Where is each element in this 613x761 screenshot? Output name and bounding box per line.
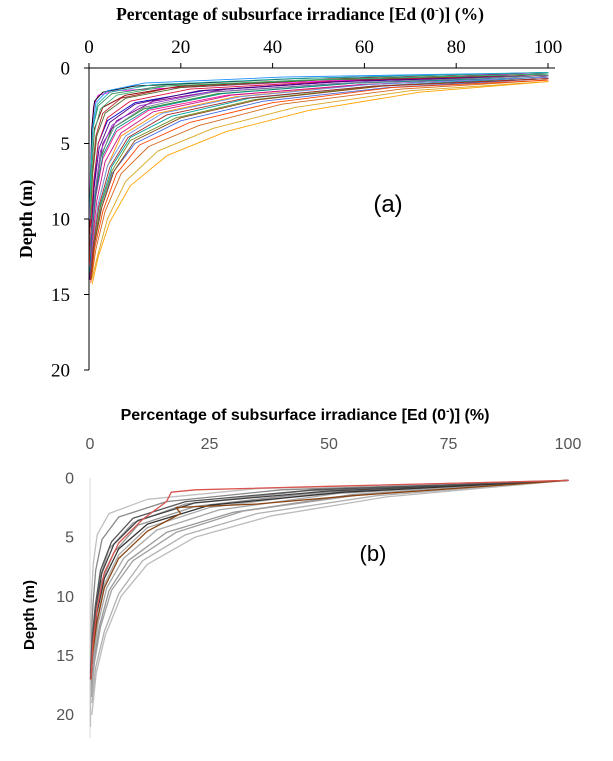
panel-b-series-line-12 <box>90 479 569 680</box>
panel-a-series-line-17 <box>91 81 549 280</box>
panel-a-series-line-7 <box>89 73 549 280</box>
panel-b-series-line-13 <box>89 479 569 674</box>
panel-b-series-line-5 <box>90 479 569 692</box>
panel-b-series-line-7 <box>91 479 569 716</box>
panel-a-series-group <box>89 72 549 285</box>
panel-a-series-line-8 <box>89 76 549 280</box>
panel-a-series-line-5 <box>89 75 549 280</box>
panel-a-series-line-28 <box>89 73 549 217</box>
panel-a-series-line-12 <box>90 79 549 280</box>
panel-a-series-line-21 <box>90 79 549 283</box>
panel-a-series-line-20 <box>89 73 549 220</box>
panel-b-series-line-14 <box>90 479 569 680</box>
panel-a-x-tick-label: 100 <box>534 37 563 58</box>
panel-b-x-tick-label: 100 <box>555 436 582 453</box>
panel-b-y-tick-label: 15 <box>56 648 74 665</box>
panel-a-y-tick-label: 10 <box>51 210 70 231</box>
panel-a-x-tick-label: 80 <box>447 37 466 58</box>
panel-a-series-line-19 <box>89 76 549 273</box>
panel-a-label: (a) <box>373 191 402 218</box>
panel-a-y-tick-label: 20 <box>51 361 70 382</box>
panel-a-x-tick-label: 60 <box>355 37 374 58</box>
panel-a-series-line-3 <box>89 73 549 235</box>
panel-a-series-line-23 <box>89 72 549 220</box>
panel-b-title: Percentage of subsurface irradiance [Ed … <box>121 406 490 424</box>
panel-a-y-tick-label: 5 <box>61 134 71 155</box>
panel-a-series-line-6 <box>90 76 549 280</box>
panel-b-x-tick-label: 50 <box>320 436 338 453</box>
panel-a-series-line-15 <box>89 72 549 220</box>
panel-a-y-axis-label: Depth (m) <box>16 180 37 259</box>
panel-b-x-tick-label: 25 <box>201 436 219 453</box>
panel-a-series-line-29 <box>89 76 549 280</box>
panel-b-y-tick-label: 0 <box>65 471 74 488</box>
panel-b-label: (b) <box>360 541 387 566</box>
panel-b-x-tick-label: 0 <box>86 436 95 453</box>
panel-b-series-line-1 <box>90 479 569 686</box>
panel-a-x-ticks: 0 20 40 60 80 100 <box>84 37 562 68</box>
panel-a-series-line-18 <box>90 75 549 228</box>
panel-a-series-line-24 <box>90 78 549 280</box>
panel-b-x-tick-label: 75 <box>440 436 458 453</box>
panel-a-x-tick-label: 20 <box>171 37 190 58</box>
panel-a-x-tick-label: 40 <box>263 37 282 58</box>
panel-b-y-tick-label: 10 <box>56 589 74 606</box>
panel-b-series-line-15 <box>90 479 569 680</box>
panel-b-x-ticks: 0 25 50 75 100 <box>86 436 582 453</box>
panel-b-series-line-2 <box>90 479 569 692</box>
panel-b-series-group <box>89 479 569 727</box>
panel-a-title: Percentage of subsurface irradiance [Ed … <box>116 4 484 24</box>
panel-b-series-line-4 <box>89 479 569 680</box>
panel-a-y-tick-label: 15 <box>51 285 70 306</box>
panel-b-series-line-9 <box>90 479 569 698</box>
panel-a-series-line-16 <box>90 78 549 280</box>
panel-b-y-tick-label: 20 <box>56 707 74 724</box>
panel-b-chart: Percentage of subsurface irradiance [Ed … <box>21 406 581 738</box>
panel-b-y-ticks: 0 5 10 15 20 <box>56 471 74 724</box>
panel-b-series-line-11 <box>89 479 569 680</box>
panel-b-series-line-6 <box>90 479 569 645</box>
panel-a-series-line-26 <box>90 75 549 235</box>
panel-a-series-line-27 <box>91 81 549 285</box>
panel-b-series-line-10 <box>89 479 569 727</box>
panel-a-y-ticks: 0 5 10 15 20 <box>51 59 89 382</box>
panel-b-y-tick-label: 5 <box>65 530 74 547</box>
panel-a-chart: Percentage of subsurface irradiance [Ed … <box>16 4 562 382</box>
panel-a-series-line-25 <box>89 76 549 280</box>
panel-a-series-line-1 <box>89 72 549 220</box>
panel-a-series-line-30 <box>89 78 549 280</box>
panel-a-x-tick-label: 0 <box>84 37 94 58</box>
panel-a-series-line-22 <box>90 75 549 235</box>
panel-a-y-tick-label: 0 <box>61 59 71 80</box>
panel-b-y-axis-label: Depth (m) <box>21 580 38 650</box>
panel-b-series-line-3 <box>91 479 569 704</box>
panel-b-series-line-8 <box>90 479 569 686</box>
